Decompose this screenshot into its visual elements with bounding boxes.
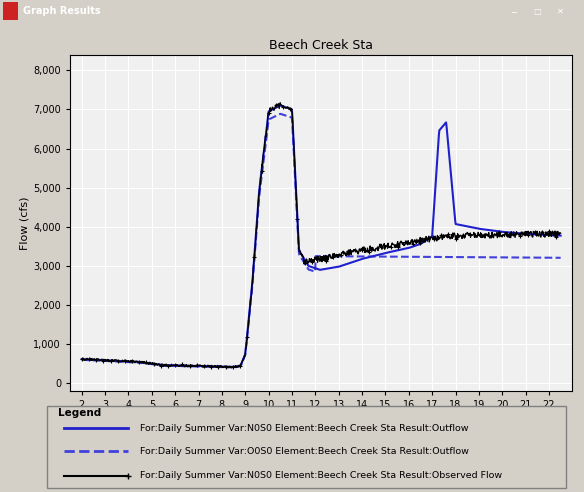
For:Daily Summer Var:O0S0 Element:Beech Creek Sta Result:Outflow — [230, 365, 237, 370]
For:Daily Summer Var:O0S0 Element:Beech Creek Sta Result:Outflow — [127, 359, 134, 365]
For:Daily Summer Var:O0S0 Element:Beech Creek Sta Result:Outflow — [408, 254, 415, 260]
Y-axis label: Flow (cfs): Flow (cfs) — [19, 196, 29, 249]
For:Daily Summer Var:N0S0 Element:Beech Creek Sta Result:Outflow — [453, 221, 460, 227]
For:Daily Summer Var:N0S0 Element:Beech Creek Sta Result:Observed Flow — [272, 102, 279, 108]
Title: Beech Creek Sta: Beech Creek Sta — [269, 39, 373, 52]
For:Daily Summer Var:O0S0 Element:Beech Creek Sta Result:Outflow — [78, 357, 85, 363]
Text: ─: ─ — [512, 7, 516, 16]
For:Daily Summer Var:O0S0 Element:Beech Creek Sta Result:Outflow — [453, 254, 460, 260]
Line: For:Daily Summer Var:N0S0 Element:Beech Creek Sta Result:Outflow: For:Daily Summer Var:N0S0 Element:Beech … — [82, 106, 561, 367]
Text: For:Daily Summer Var:N0S0 Element:Beech Creek Sta Result:Outflow: For:Daily Summer Var:N0S0 Element:Beech … — [140, 424, 468, 433]
Text: ✕: ✕ — [557, 7, 564, 16]
Line: For:Daily Summer Var:O0S0 Element:Beech Creek Sta Result:Outflow: For:Daily Summer Var:O0S0 Element:Beech … — [82, 114, 561, 368]
Bar — [3, 2, 18, 20]
For:Daily Summer Var:O0S0 Element:Beech Creek Sta Result:Outflow — [557, 255, 564, 261]
For:Daily Summer Var:N0S0 Element:Beech Creek Sta Result:Outflow — [272, 105, 279, 111]
For:Daily Summer Var:N0S0 Element:Beech Creek Sta Result:Observed Flow — [557, 230, 564, 236]
For:Daily Summer Var:N0S0 Element:Beech Creek Sta Result:Outflow — [290, 139, 297, 145]
For:Daily Summer Var:N0S0 Element:Beech Creek Sta Result:Outflow — [78, 356, 85, 362]
For:Daily Summer Var:N0S0 Element:Beech Creek Sta Result:Outflow — [127, 359, 134, 365]
For:Daily Summer Var:N0S0 Element:Beech Creek Sta Result:Outflow — [230, 364, 237, 370]
X-axis label: Sep2018: Sep2018 — [297, 413, 346, 423]
Line: For:Daily Summer Var:N0S0 Element:Beech Creek Sta Result:Observed Flow: For:Daily Summer Var:N0S0 Element:Beech … — [79, 101, 563, 370]
For:Daily Summer Var:O0S0 Element:Beech Creek Sta Result:Outflow — [272, 113, 279, 119]
For:Daily Summer Var:N0S0 Element:Beech Creek Sta Result:Observed Flow — [224, 365, 231, 371]
For:Daily Summer Var:O0S0 Element:Beech Creek Sta Result:Outflow — [290, 147, 297, 153]
Text: Legend: Legend — [58, 408, 102, 418]
FancyBboxPatch shape — [47, 406, 566, 489]
For:Daily Summer Var:O0S0 Element:Beech Creek Sta Result:Outflow — [461, 254, 468, 260]
For:Daily Summer Var:N0S0 Element:Beech Creek Sta Result:Observed Flow — [408, 239, 415, 245]
For:Daily Summer Var:N0S0 Element:Beech Creek Sta Result:Outflow — [461, 223, 468, 229]
For:Daily Summer Var:N0S0 Element:Beech Creek Sta Result:Observed Flow — [461, 234, 468, 240]
Text: For:Daily Summer Var:O0S0 Element:Beech Creek Sta Result:Outflow: For:Daily Summer Var:O0S0 Element:Beech … — [140, 447, 469, 456]
Text: For:Daily Summer Var:N0S0 Element:Beech Creek Sta Result:Observed Flow: For:Daily Summer Var:N0S0 Element:Beech … — [140, 471, 502, 480]
For:Daily Summer Var:N0S0 Element:Beech Creek Sta Result:Observed Flow — [290, 138, 297, 144]
Text: Graph Results: Graph Results — [23, 6, 101, 16]
For:Daily Summer Var:N0S0 Element:Beech Creek Sta Result:Outflow — [277, 103, 284, 109]
For:Daily Summer Var:N0S0 Element:Beech Creek Sta Result:Observed Flow — [127, 358, 134, 364]
Text: □: □ — [533, 7, 541, 16]
For:Daily Summer Var:N0S0 Element:Beech Creek Sta Result:Outflow — [557, 233, 564, 239]
For:Daily Summer Var:N0S0 Element:Beech Creek Sta Result:Observed Flow — [78, 356, 85, 362]
For:Daily Summer Var:N0S0 Element:Beech Creek Sta Result:Outflow — [408, 244, 415, 250]
For:Daily Summer Var:O0S0 Element:Beech Creek Sta Result:Outflow — [277, 111, 284, 117]
For:Daily Summer Var:N0S0 Element:Beech Creek Sta Result:Observed Flow — [277, 100, 284, 106]
For:Daily Summer Var:N0S0 Element:Beech Creek Sta Result:Observed Flow — [453, 233, 460, 239]
